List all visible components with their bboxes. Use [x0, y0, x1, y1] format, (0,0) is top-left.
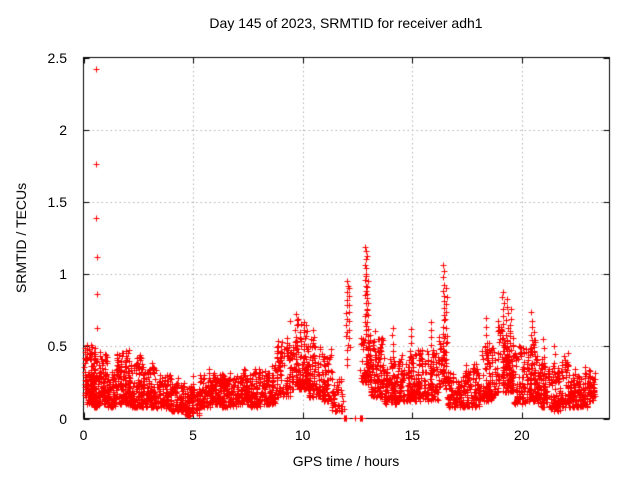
x-tick-label: 5	[189, 427, 197, 443]
y-tick-label: 1.5	[47, 193, 67, 210]
y-tick-label: 2.5	[47, 49, 67, 66]
chart-title: Day 145 of 2023, SRMTID for receiver adh…	[209, 15, 483, 31]
x-tick-label: 20	[514, 427, 530, 443]
y-tick-label: 0.5	[47, 338, 67, 355]
y-tick-label: 1	[59, 266, 67, 283]
x-tick-label: 10	[294, 427, 311, 443]
y-tick-label: 0	[59, 410, 67, 427]
x-tick-label: 0	[79, 427, 88, 443]
x-tick-label: 15	[404, 427, 421, 443]
x-axis-label: GPS time / hours	[292, 453, 400, 469]
y-tick-label: 2	[59, 121, 67, 138]
